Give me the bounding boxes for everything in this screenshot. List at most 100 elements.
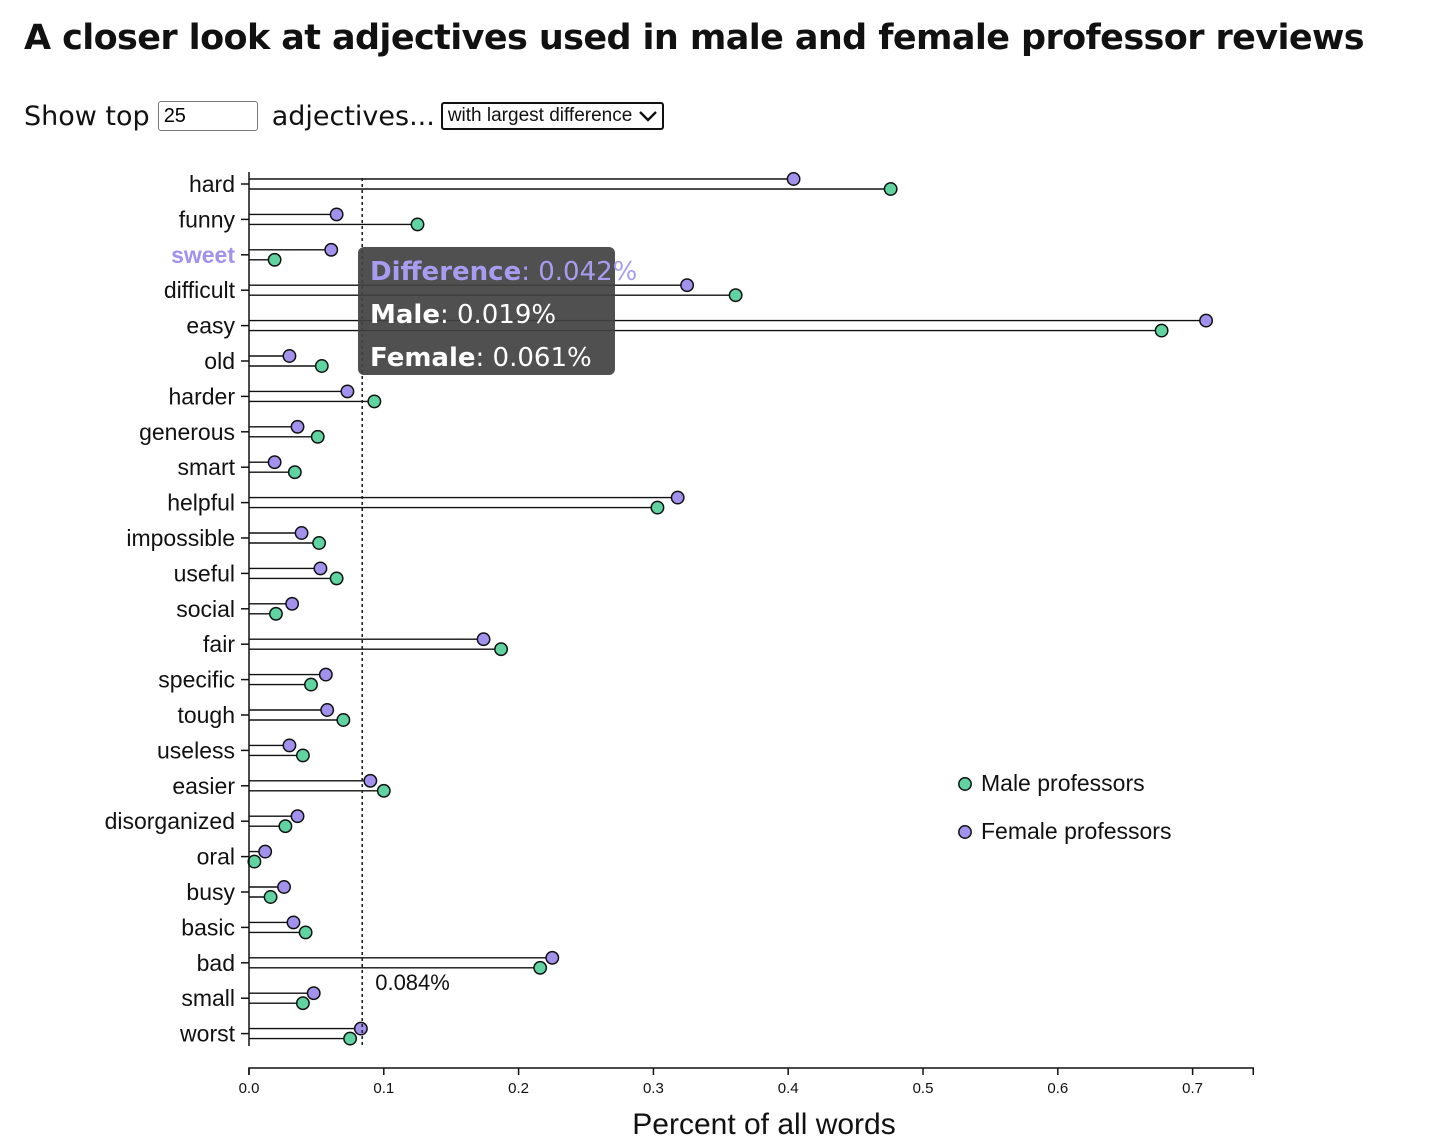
row-tough[interactable]: tough	[177, 702, 351, 728]
row-old[interactable]: old	[204, 348, 329, 374]
female-point[interactable]	[545, 950, 560, 965]
male-point[interactable]	[329, 571, 344, 586]
category-label: busy	[186, 879, 235, 905]
x-tick-label: 0.0	[239, 1080, 260, 1097]
female-point[interactable]	[282, 349, 297, 363]
row-fair[interactable]: fair	[203, 631, 509, 657]
male-point[interactable]	[533, 960, 548, 975]
x-axis: 0.0 0.1 0.2 0.3 0.4 0.5 0.6 0.7	[239, 1067, 1255, 1097]
row-sweet[interactable]: sweet	[171, 242, 339, 268]
female-point[interactable]	[324, 242, 339, 257]
tooltip-male-value: : 0.019%	[439, 300, 557, 330]
row-specific[interactable]: specific	[158, 667, 333, 693]
top-count-input[interactable]	[157, 101, 258, 131]
male-point[interactable]	[278, 819, 293, 834]
female-point[interactable]	[258, 844, 273, 859]
category-label: sweet	[171, 242, 235, 268]
row-oral[interactable]: oral	[197, 844, 273, 870]
row-useless[interactable]: useless	[157, 737, 310, 763]
male-point[interactable]	[343, 1031, 358, 1046]
row-disorganized[interactable]: disorganized	[105, 808, 305, 834]
female-point[interactable]	[786, 172, 801, 186]
female-point[interactable]	[318, 667, 333, 682]
show-top-label: Show top	[24, 100, 150, 132]
female-point[interactable]	[290, 809, 305, 824]
female-point[interactable]	[286, 915, 301, 930]
male-point[interactable]	[310, 429, 325, 444]
female-point[interactable]	[1199, 313, 1214, 328]
row-bad[interactable]: bad	[197, 950, 560, 976]
male-point[interactable]	[883, 182, 898, 196]
category-label: social	[176, 596, 235, 622]
male-point[interactable]	[728, 288, 743, 303]
legend-label: Female professors	[981, 818, 1171, 844]
male-point[interactable]	[295, 996, 310, 1011]
female-point[interactable]	[476, 632, 491, 647]
female-point[interactable]	[306, 986, 321, 1001]
row-hard[interactable]: hard	[189, 171, 898, 197]
male-point[interactable]	[263, 890, 278, 904]
x-tick-label: 0.5	[913, 1080, 934, 1097]
row-impossible[interactable]: impossible	[126, 525, 327, 551]
male-point[interactable]	[410, 217, 425, 232]
row-smart[interactable]: smart	[178, 454, 302, 480]
female-point[interactable]	[329, 207, 344, 222]
category-label: helpful	[167, 490, 235, 516]
male-point[interactable]	[494, 642, 509, 657]
female-point[interactable]	[282, 738, 297, 753]
female-point[interactable]	[363, 773, 378, 788]
category-label: oral	[197, 844, 235, 870]
male-point[interactable]	[650, 500, 665, 515]
row-harder[interactable]: harder	[169, 383, 382, 409]
row-generous[interactable]: generous	[139, 419, 325, 445]
row-helpful[interactable]: helpful	[167, 490, 685, 516]
female-point[interactable]	[320, 703, 335, 717]
tooltip-female-row: Female: 0.061%	[370, 337, 603, 380]
row-small[interactable]: small	[181, 985, 321, 1011]
sort-selected-value: with largest difference	[447, 105, 633, 126]
tooltip: Difference: 0.042% Male: 0.019% Female: …	[358, 247, 637, 375]
female-point[interactable]	[670, 490, 685, 505]
category-label: small	[181, 985, 235, 1011]
male-point[interactable]	[267, 252, 282, 267]
male-point[interactable]	[312, 536, 327, 550]
category-label: bad	[197, 950, 235, 976]
female-point[interactable]	[680, 278, 695, 293]
male-point[interactable]	[367, 394, 382, 409]
male-point[interactable]	[304, 677, 318, 692]
sort-select[interactable]: with largest difference	[440, 102, 665, 130]
male-point[interactable]	[298, 925, 313, 940]
male-point[interactable]	[287, 465, 302, 480]
female-point[interactable]	[267, 455, 282, 470]
male-point[interactable]	[1154, 323, 1169, 338]
female-point[interactable]	[353, 1021, 368, 1036]
row-useful[interactable]: useful	[174, 560, 344, 586]
row-easier[interactable]: easier	[172, 773, 391, 799]
male-point[interactable]	[376, 783, 391, 798]
tooltip-difference-value: : 0.042%	[521, 257, 638, 287]
male-point[interactable]	[247, 854, 262, 869]
row-busy[interactable]: busy	[186, 879, 291, 905]
female-point[interactable]	[290, 419, 305, 434]
female-point[interactable]	[340, 384, 355, 399]
row-worst[interactable]: worst	[179, 1021, 368, 1047]
row-basic[interactable]: basic	[181, 914, 313, 940]
x-tick-label: 0.4	[778, 1080, 799, 1097]
male-point[interactable]	[295, 748, 310, 763]
row-easy[interactable]: easy	[186, 313, 1214, 339]
female-point[interactable]	[277, 880, 291, 894]
tooltip-difference-row: Difference: 0.042%	[370, 251, 637, 294]
female-point[interactable]	[313, 561, 328, 576]
category-label: basic	[181, 914, 235, 940]
category-label: easier	[172, 773, 235, 799]
category-label: old	[204, 348, 235, 374]
row-social[interactable]: social	[176, 596, 300, 622]
row-funny[interactable]: funny	[179, 206, 425, 232]
male-point[interactable]	[269, 606, 283, 621]
female-point[interactable]	[294, 526, 309, 540]
male-point[interactable]	[336, 713, 351, 727]
female-point[interactable]	[285, 596, 300, 611]
male-point[interactable]	[314, 359, 329, 373]
chart-rows: hard funny sweet difficult easy old harder gene…	[105, 171, 1214, 1047]
x-tick-label: 0.7	[1182, 1080, 1203, 1097]
